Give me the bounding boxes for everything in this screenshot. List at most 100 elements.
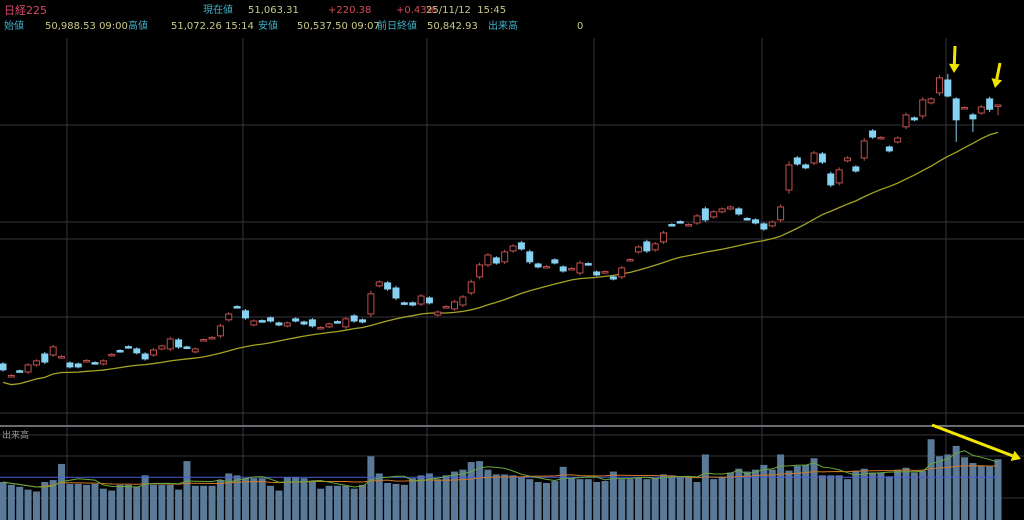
volume-bar xyxy=(935,456,943,520)
candle-up xyxy=(317,326,325,330)
candle-down xyxy=(66,361,74,369)
volume-bar xyxy=(258,478,266,520)
volume-bar xyxy=(509,475,517,520)
volume-bar xyxy=(718,477,726,520)
volume-bar xyxy=(200,485,208,520)
high-value: 51,072.26 15:14 xyxy=(171,21,254,32)
candle-body xyxy=(542,266,550,269)
candle-up xyxy=(601,270,609,274)
volume-bar xyxy=(451,471,459,520)
volume-pane-label: 出来高 xyxy=(2,431,30,441)
candle-down xyxy=(308,318,316,328)
volume-bar xyxy=(768,469,776,520)
volume-bar xyxy=(593,482,601,520)
candle-body xyxy=(726,206,734,210)
candle-up xyxy=(718,207,726,214)
candle-down xyxy=(350,314,358,323)
candle-body xyxy=(317,326,325,330)
candle-up xyxy=(58,355,66,359)
volume-bar xyxy=(952,445,960,520)
candle-up xyxy=(509,244,517,253)
candle-up xyxy=(777,204,785,223)
candle-up xyxy=(467,279,475,296)
candle-body xyxy=(902,114,910,128)
volume-bar xyxy=(517,477,525,520)
candle-down xyxy=(141,352,149,361)
candle-up xyxy=(726,205,734,211)
volume-bar xyxy=(459,469,467,520)
candle-down xyxy=(233,305,241,309)
volume-bar xyxy=(308,481,316,520)
candle-body xyxy=(676,221,684,224)
volume-bar xyxy=(885,476,893,520)
volume-bar xyxy=(676,476,684,520)
candle-up xyxy=(626,258,634,262)
candle-body xyxy=(568,267,576,271)
volume-bar xyxy=(417,475,425,520)
candle-body xyxy=(58,356,66,359)
candle-body xyxy=(442,306,450,309)
candle-body xyxy=(534,263,542,268)
volume-bar xyxy=(74,483,82,520)
candle-body xyxy=(785,164,793,191)
volume-bar xyxy=(442,475,450,520)
candle-down xyxy=(0,362,7,372)
candle-up xyxy=(843,156,851,163)
candle-body xyxy=(710,211,718,218)
candle-down xyxy=(743,217,751,221)
arrow-shaft xyxy=(931,423,1014,458)
candle-body xyxy=(643,241,651,252)
candle-body xyxy=(952,98,960,121)
candle-up xyxy=(216,323,224,339)
candle-body xyxy=(225,313,233,321)
volume-bar xyxy=(760,464,768,520)
candle-body xyxy=(860,140,868,159)
volume-bar xyxy=(802,464,810,520)
arrow-head xyxy=(948,63,960,73)
candle-down xyxy=(175,338,183,349)
candle-body xyxy=(300,321,308,325)
volume-bar xyxy=(66,483,74,520)
candle-down xyxy=(292,317,300,323)
candle-body xyxy=(935,77,943,94)
candle-down xyxy=(267,316,275,323)
volume-bar xyxy=(32,491,40,520)
candle-up xyxy=(651,242,659,252)
volume-bar xyxy=(16,486,24,520)
volume-bar xyxy=(969,463,977,520)
volume-ma-short-line xyxy=(2,450,999,488)
candle-body xyxy=(367,293,375,315)
candle-body xyxy=(392,287,400,299)
volume-bar xyxy=(977,465,985,520)
candle-down xyxy=(124,345,132,349)
volume-ma-long-line xyxy=(2,465,999,488)
volume-bar xyxy=(183,461,191,520)
candle-down xyxy=(492,256,500,265)
candle-body xyxy=(350,315,358,322)
volume-bar xyxy=(91,483,99,520)
candle-body xyxy=(66,362,74,368)
volume-bar xyxy=(660,474,668,520)
candle-body xyxy=(818,153,826,163)
volume-bar xyxy=(275,490,283,520)
volume-bar xyxy=(141,475,149,520)
candle-up xyxy=(108,353,116,357)
change-value: +220.38 xyxy=(328,5,372,16)
volume-bar xyxy=(927,439,935,520)
volume-bar xyxy=(843,479,851,520)
volume-bar xyxy=(233,475,241,520)
volume-bar xyxy=(83,484,91,520)
candle-down xyxy=(258,319,266,323)
volume-bar xyxy=(735,468,743,520)
candle-up xyxy=(417,294,425,306)
volume-bar xyxy=(208,485,216,520)
candle-up xyxy=(32,359,40,367)
volume-bar xyxy=(710,479,718,520)
candle-body xyxy=(258,320,266,323)
candle-body xyxy=(166,338,174,350)
volume-bar xyxy=(526,479,534,520)
volume-bar xyxy=(375,473,383,520)
moving-average-layer xyxy=(2,131,999,386)
candle-down xyxy=(333,320,341,324)
